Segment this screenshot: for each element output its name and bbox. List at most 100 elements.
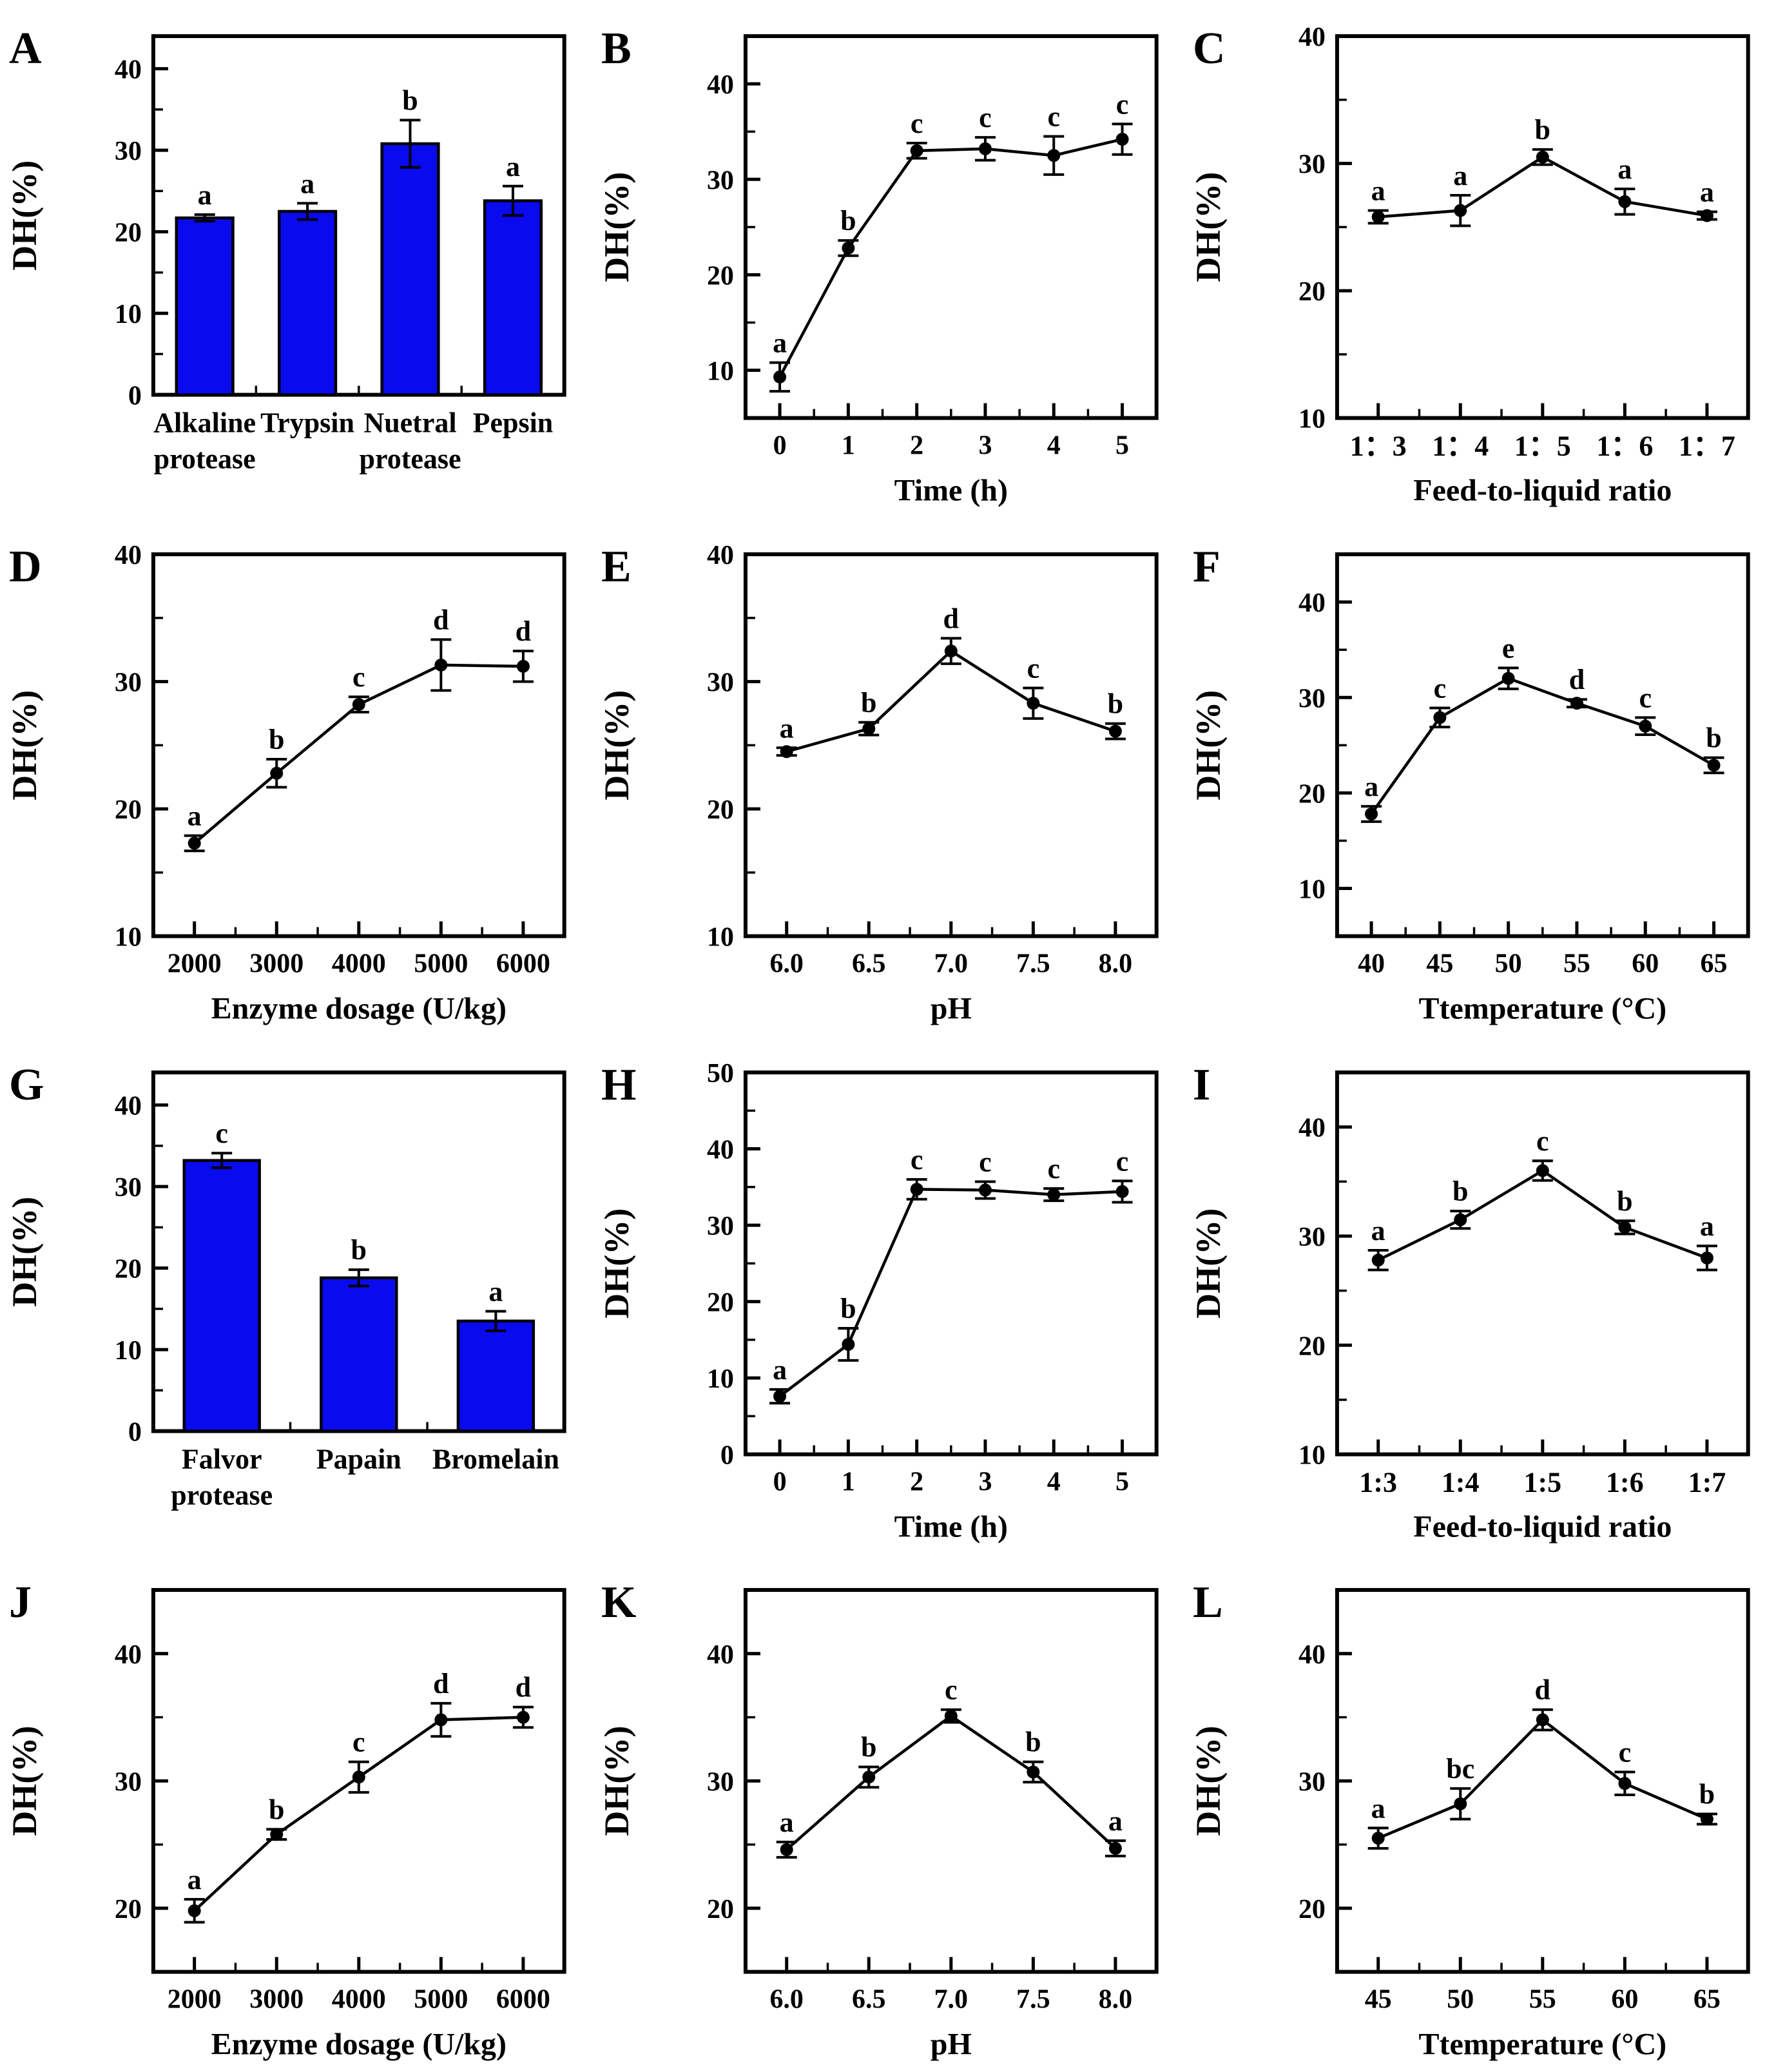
data-point — [773, 370, 786, 383]
data-point — [978, 1183, 992, 1197]
data-point — [1027, 696, 1040, 710]
data-line — [778, 137, 1123, 378]
sig-letter: b — [1706, 722, 1722, 753]
data-point — [773, 1389, 786, 1403]
data-point — [978, 142, 992, 155]
bar — [456, 1319, 536, 1433]
sig-letter: c — [1536, 1125, 1549, 1157]
x-tick-label: 60 — [1632, 949, 1659, 978]
panel-I: 10 20 30 40 1:3 1:4 1:5 1:6 1:7 a b c b a DH(%) Feed-to… — [1184, 1036, 1776, 1554]
data-point — [1618, 195, 1632, 208]
x-tick-label: 3000 — [249, 949, 304, 978]
panel-J-chart: 20 30 40 2000 3000 4000 5000 6000 a b c d d DH(%) Enzy… — [5, 1578, 566, 2062]
x-tick-label: 5000 — [414, 1985, 468, 2015]
sig-letter: b — [840, 205, 856, 237]
panel-D: 10 20 30 40 2000 3000 4000 5000 6000 a b c d d DH(%) En… — [0, 518, 592, 1036]
data-point — [910, 144, 923, 157]
y-tick-label: 30 — [707, 1768, 734, 1797]
data-point — [352, 1770, 365, 1784]
plot-frame — [151, 34, 566, 397]
sig-letter: a — [779, 1806, 793, 1838]
x-category-label: protease — [171, 1479, 273, 1511]
sig-letter: b — [1535, 114, 1550, 146]
y-axis-label: DH(%) — [1189, 172, 1228, 282]
panel-letter: K — [601, 1578, 636, 1627]
y-tick-label: 20 — [707, 795, 734, 825]
x-tick-label: 65 — [1701, 949, 1728, 978]
sig-letter: d — [516, 615, 531, 647]
x-category-label: 1：5 — [1514, 431, 1571, 462]
sig-letter: a — [1371, 1793, 1385, 1825]
x-tick-label: 2 — [910, 431, 923, 461]
y-tick-label: 30 — [115, 668, 142, 697]
sig-letter: d — [1535, 1674, 1550, 1706]
sig-letter: b — [1025, 1727, 1041, 1758]
panel-K-chart: 20 30 40 6.0 6.5 7.0 7.5 8.0 a b c b a DH(%) pH K — [597, 1578, 1159, 2062]
y-tick-label: 30 — [707, 668, 734, 697]
x-category-label: Nuetral — [363, 407, 456, 439]
sig-letter: c — [979, 1146, 992, 1177]
data-point — [270, 766, 284, 780]
panel-letter: F — [1193, 542, 1221, 592]
data-point — [1108, 724, 1122, 738]
y-tick-label: 10 — [115, 1336, 142, 1366]
sig-letter: c — [1047, 101, 1060, 133]
sig-letter: b — [1617, 1185, 1632, 1217]
data-point — [1454, 1213, 1467, 1226]
x-category-label: Papain — [316, 1443, 401, 1475]
sig-letter: a — [300, 168, 314, 199]
data-point — [1570, 696, 1584, 710]
data-point — [780, 1843, 793, 1857]
y-tick-label: 40 — [115, 1640, 142, 1670]
y-axis-label: DH(%) — [5, 160, 44, 271]
x-category-label: Falvor — [182, 1443, 262, 1475]
data-point — [842, 241, 855, 255]
panel-letter: L — [1193, 1578, 1223, 1627]
sig-letter: c — [1027, 652, 1039, 684]
x-tick-label: 6000 — [496, 949, 550, 978]
x-category-label: 1：6 — [1597, 431, 1654, 462]
x-tick-label: 0 — [773, 431, 786, 461]
data-point — [1707, 759, 1721, 772]
x-tick-label: 6000 — [496, 1985, 550, 2015]
y-tick-label: 40 — [1298, 588, 1326, 618]
data-point — [1454, 204, 1467, 217]
data-point — [1372, 1832, 1385, 1845]
sig-letter: a — [1618, 153, 1632, 185]
x-category-label: 1:4 — [1442, 1466, 1480, 1498]
plot-frame — [743, 1588, 1159, 1974]
panel-H-chart: 0 10 20 30 40 50 0 1 2 3 4 5 a b c c c c DH(%) Time (h) H — [597, 1059, 1159, 1544]
y-tick-label: 30 — [115, 1173, 142, 1203]
x-axis-label: Feed-to-liquid ratio — [1414, 1509, 1672, 1544]
sig-letter: a — [188, 800, 202, 831]
data-line — [785, 1714, 1117, 1851]
x-category-label: Bromelain — [432, 1443, 559, 1475]
data-point — [1701, 1812, 1714, 1826]
sig-letter: c — [1434, 672, 1447, 704]
y-tick-label: 40 — [1298, 1113, 1326, 1143]
x-tick-label: 8.0 — [1098, 949, 1132, 978]
plot-frame — [1335, 34, 1751, 420]
x-tick-label: 45 — [1365, 1985, 1392, 2015]
panel-H: 0 10 20 30 40 50 0 1 2 3 4 5 a b c c c c DH(%) Time (h) H — [592, 1036, 1184, 1554]
sig-letter: a — [1364, 771, 1378, 802]
x-tick-label: 55 — [1563, 949, 1590, 978]
data-point — [516, 1710, 530, 1724]
x-tick-label: 2 — [910, 1467, 923, 1496]
data-point — [1639, 719, 1652, 733]
panel-letter: H — [601, 1060, 636, 1110]
sig-letter: d — [516, 1672, 531, 1703]
y-axis-label: DH(%) — [5, 690, 44, 800]
sig-letter: a — [1371, 1214, 1385, 1246]
y-tick-label: 20 — [115, 218, 142, 248]
data-point — [1536, 1163, 1550, 1177]
y-tick-label: 40 — [115, 541, 142, 570]
x-tick-label: 6.0 — [769, 1985, 803, 2015]
data-point — [1701, 1251, 1714, 1264]
data-point — [1618, 1220, 1632, 1234]
x-tick-label: 7.5 — [1016, 1985, 1050, 2015]
y-tick-label: 10 — [115, 922, 142, 952]
y-tick-label: 30 — [707, 1212, 734, 1241]
y-axis-label: DH(%) — [1189, 1726, 1228, 1836]
plot-frame — [151, 552, 566, 938]
